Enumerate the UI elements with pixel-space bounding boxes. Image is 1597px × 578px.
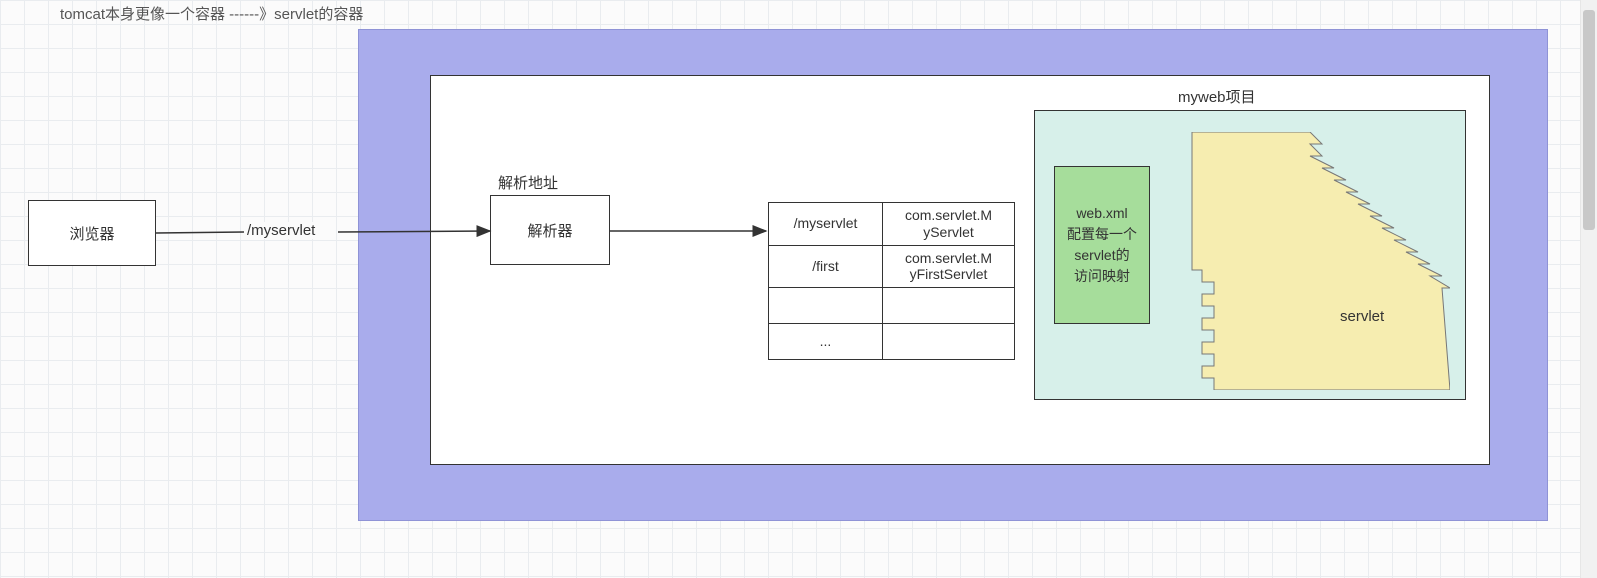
mapping-class-cell (883, 288, 1015, 324)
table-row: /myservletcom.servlet.M yServlet (769, 203, 1015, 246)
servlet-sheet (1180, 132, 1450, 390)
scrollbar-thumb[interactable] (1583, 10, 1595, 230)
webxml-line-2: servlet的 (1074, 245, 1129, 266)
webxml-box: web.xml 配置每一个 servlet的 访问映射 (1054, 166, 1150, 324)
mapping-path-cell: ... (769, 324, 883, 360)
mapping-path-cell: /myservlet (769, 203, 883, 246)
project-title: myweb项目 (1178, 86, 1256, 107)
mapping-class-cell: com.servlet.M yFirstServlet (883, 245, 1015, 288)
diagram-title: tomcat本身更像一个容器 ------》servlet的容器 (60, 3, 363, 24)
vertical-scrollbar[interactable] (1580, 0, 1597, 578)
parser-label: 解析器 (527, 220, 572, 241)
table-row: /firstcom.servlet.M yFirstServlet (769, 245, 1015, 288)
webxml-line-0: web.xml (1076, 203, 1127, 224)
mapping-path-cell (769, 288, 883, 324)
parser-node: 解析器 (490, 195, 610, 265)
mapping-path-cell: /first (769, 245, 883, 288)
mapping-class-cell: com.servlet.M yServlet (883, 203, 1015, 246)
webxml-line-1: 配置每一个 (1067, 224, 1137, 245)
arrow1-label: /myservlet (245, 222, 317, 239)
mapping-class-cell (883, 324, 1015, 360)
browser-node: 浏览器 (28, 200, 156, 266)
diagram-canvas: tomcat本身更像一个容器 ------》servlet的容器 浏览器 解析地… (0, 0, 1597, 578)
table-row (769, 288, 1015, 324)
servlet-sheet-label: servlet (1340, 308, 1384, 325)
webxml-line-3: 访问映射 (1074, 266, 1130, 287)
browser-label: 浏览器 (69, 223, 114, 244)
parser-title: 解析地址 (498, 172, 558, 193)
table-row: ... (769, 324, 1015, 360)
mapping-table: /myservletcom.servlet.M yServlet/firstco… (768, 202, 1015, 360)
